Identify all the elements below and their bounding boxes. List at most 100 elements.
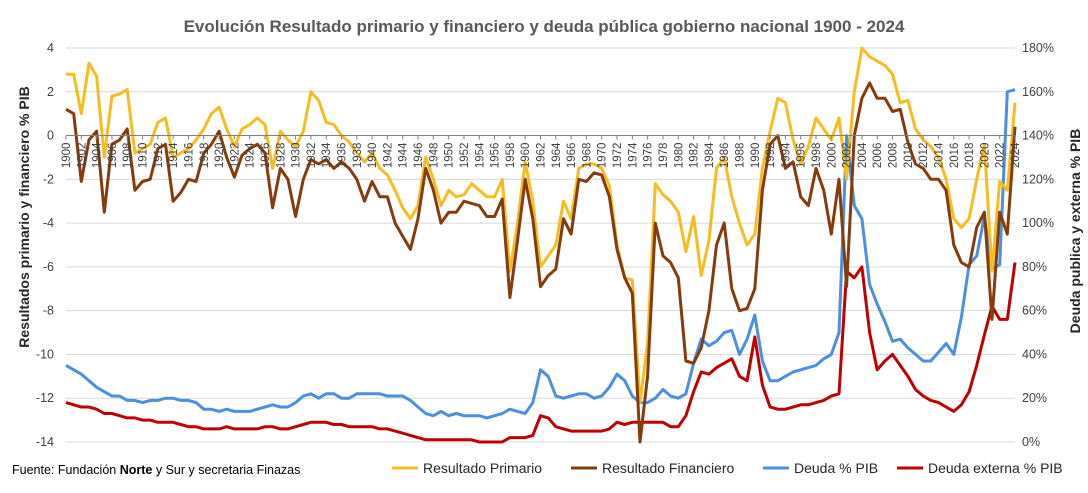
legend: Resultado Primario Resultado Financiero … bbox=[392, 460, 1063, 476]
x-tick-label: 1940 bbox=[367, 143, 379, 169]
source-note: Fuente: Fundación Norte y Sur y secretar… bbox=[12, 463, 300, 477]
x-tick-label: 1932 bbox=[306, 143, 318, 169]
y-right-tick-label: 40% bbox=[1022, 347, 1047, 361]
x-tick-label: 1962 bbox=[536, 143, 548, 169]
series-line-externa bbox=[65, 262, 1017, 444]
y-left-tick-label: -12 bbox=[36, 391, 54, 405]
y-axis-right-ticks: 180% 160% 140% 120% 100% 80% 60% 40% 20% 0% bbox=[1022, 41, 1054, 449]
x-tick-label: 1920 bbox=[214, 143, 226, 169]
y-left-tick-label: 4 bbox=[47, 41, 54, 55]
source-suffix: y Sur y secretaria Finazas bbox=[152, 463, 300, 477]
y-right-tick-label: 20% bbox=[1022, 391, 1047, 405]
x-axis-ticks: 1900 1902 1904 1906 1908 1910 1912 1914 1916 1918… bbox=[61, 135, 1022, 169]
x-tick-label: 1982 bbox=[689, 143, 701, 169]
x-tick-label: 1946 bbox=[413, 143, 425, 169]
x-tick-label: 1926 bbox=[260, 143, 272, 169]
x-tick-label: 1930 bbox=[291, 143, 303, 169]
x-tick-label: 2012 bbox=[918, 143, 930, 169]
series-line-primario bbox=[66, 46, 1017, 405]
x-tick-label: 1964 bbox=[551, 142, 563, 168]
x-tick-label: 1958 bbox=[505, 143, 517, 169]
y-axis-left-title: Resultados primario y financiero % PIB bbox=[16, 86, 32, 347]
series-lines bbox=[65, 46, 1017, 444]
source-prefix: Fuente: Fundación bbox=[12, 463, 120, 477]
x-tick-label: 1910 bbox=[138, 143, 150, 169]
x-tick-label: 1986 bbox=[719, 143, 731, 169]
x-tick-label: 1990 bbox=[750, 143, 762, 169]
y-right-tick-label: 0% bbox=[1022, 435, 1040, 449]
legend-label-externa: Deuda externa % PIB bbox=[928, 460, 1063, 476]
x-tick-label: 2016 bbox=[949, 143, 961, 169]
x-tick-label: 1952 bbox=[459, 143, 471, 169]
x-tick-label: 1988 bbox=[735, 143, 747, 169]
x-tick-label: 1996 bbox=[796, 143, 808, 169]
x-tick-label: 1914 bbox=[168, 142, 180, 168]
x-tick-label: 1980 bbox=[673, 143, 685, 169]
legend-label-financiero: Resultado Financiero bbox=[602, 460, 735, 476]
y-left-tick-label: -2 bbox=[43, 172, 54, 186]
x-tick-label: 1912 bbox=[153, 143, 165, 169]
x-tick-label: 1934 bbox=[321, 142, 333, 168]
x-tick-label: 2022 bbox=[995, 143, 1007, 169]
x-tick-label: 1902 bbox=[76, 143, 88, 169]
x-tick-label: 1998 bbox=[811, 143, 823, 169]
x-tick-label: 1916 bbox=[184, 143, 196, 169]
x-tick-label: 1908 bbox=[122, 143, 134, 169]
legend-label-primario: Resultado Primario bbox=[423, 460, 542, 476]
x-tick-label: 1948 bbox=[428, 143, 440, 169]
x-tick-label: 2006 bbox=[872, 143, 884, 169]
x-tick-label: 1904 bbox=[92, 142, 104, 168]
x-tick-label: 1978 bbox=[658, 143, 670, 169]
x-tick-label: 2000 bbox=[826, 143, 838, 169]
x-tick-label: 2018 bbox=[964, 143, 976, 169]
x-tick-label: 1918 bbox=[199, 143, 211, 169]
source-bold: Norte bbox=[120, 463, 153, 477]
y-left-tick-label: 2 bbox=[47, 85, 54, 99]
y-left-tick-label: -8 bbox=[43, 304, 54, 318]
x-tick-label: 1972 bbox=[612, 143, 624, 169]
x-tick-label: 1954 bbox=[474, 142, 486, 168]
y-left-tick-label: -4 bbox=[43, 216, 54, 230]
x-tick-label: 1968 bbox=[581, 143, 593, 169]
chart-title: Evolución Resultado primario y financier… bbox=[184, 17, 905, 36]
y-right-tick-label: 140% bbox=[1022, 129, 1054, 143]
x-tick-label: 1970 bbox=[597, 143, 609, 169]
x-tick-label: 1938 bbox=[352, 143, 364, 169]
x-tick-label: 2020 bbox=[979, 143, 991, 169]
x-tick-label: 1900 bbox=[61, 143, 73, 169]
x-tick-label: 1966 bbox=[566, 143, 578, 169]
legend-label-deuda: Deuda % PIB bbox=[794, 460, 878, 476]
x-tick-label: 1922 bbox=[229, 143, 241, 169]
x-tick-label: 1942 bbox=[382, 143, 394, 169]
y-left-tick-label: -6 bbox=[43, 260, 54, 274]
x-tick-label: 1992 bbox=[765, 143, 777, 169]
x-tick-label: 1950 bbox=[444, 143, 456, 169]
x-tick-label: 2010 bbox=[903, 143, 915, 169]
x-tick-label: 1960 bbox=[520, 143, 532, 169]
x-tick-label: 1956 bbox=[490, 143, 502, 169]
x-tick-label: 1906 bbox=[107, 143, 119, 169]
y-right-tick-label: 160% bbox=[1022, 85, 1054, 99]
series-line-financiero bbox=[65, 81, 1017, 444]
y-right-tick-label: 100% bbox=[1022, 216, 1054, 230]
y-left-tick-label: 0 bbox=[47, 129, 54, 143]
y-right-tick-label: 120% bbox=[1022, 172, 1054, 186]
y-axis-left-ticks: 4 2 0 -2 -4 -6 -8 -10 -12 -14 bbox=[36, 41, 54, 449]
x-tick-label: 2024 bbox=[1010, 142, 1022, 168]
x-tick-label: 1984 bbox=[704, 142, 716, 168]
x-tick-label: 1924 bbox=[245, 142, 257, 168]
y-right-tick-label: 60% bbox=[1022, 304, 1047, 318]
y-axis-right-title: Deuda publica y externa % PIB bbox=[1067, 129, 1083, 334]
x-tick-label: 1936 bbox=[337, 143, 349, 169]
x-tick-label: 1974 bbox=[627, 142, 639, 168]
y-left-tick-label: -10 bbox=[36, 347, 54, 361]
x-tick-label: 2004 bbox=[857, 142, 869, 168]
series-line-deuda bbox=[65, 88, 1016, 420]
y-right-tick-label: 180% bbox=[1022, 41, 1054, 55]
x-tick-label: 1994 bbox=[780, 142, 792, 168]
y-right-tick-label: 80% bbox=[1022, 260, 1047, 274]
x-tick-label: 1976 bbox=[643, 143, 655, 169]
x-tick-label: 1944 bbox=[398, 142, 410, 168]
